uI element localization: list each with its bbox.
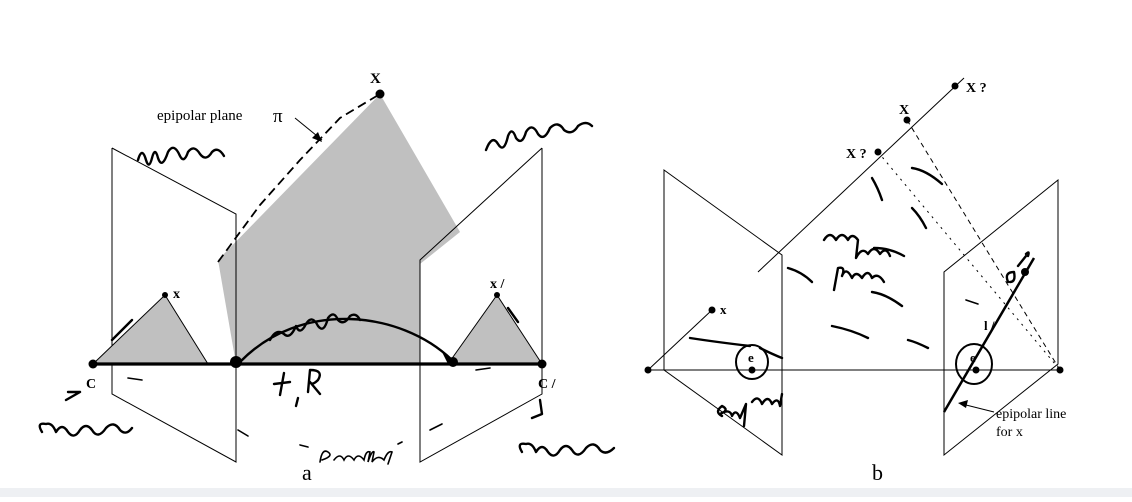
scribble-strokes-5 [872,246,906,258]
stroke-tick-a2 [237,429,249,437]
panel-a: X epipolar plane π x x / C C / a [38,71,616,485]
point-x-b [708,306,716,314]
scribble-left-frame [136,146,226,166]
circle-epipole-right [955,343,993,385]
caption-b: b [872,460,883,485]
label-x-mid-b: X ? [846,147,867,162]
right-triangle [447,294,543,365]
label-e-right-b: e [970,350,976,365]
epipolar-plane-shape [218,94,460,364]
bottom-bar [0,488,1132,497]
arc-epipoles [238,317,454,364]
epipole-right-b [972,366,980,374]
scribble-strokes-2 [910,166,944,186]
label-x-point-b: x [720,302,727,317]
label-for-x-b: for x [996,425,1023,440]
label-point-X: X [370,71,381,87]
dashed-Xq-b [877,151,1061,371]
label-x-right: x / [490,277,506,292]
caption-a: a [302,460,312,485]
camera-right-b [1056,366,1064,374]
epipolar-line-arrowhead [958,400,968,408]
scribble-epipolar-plane-2 [832,266,886,292]
point-X-dot [375,89,385,99]
stroke-right-ray [506,306,520,324]
scribble-strokes-7 [830,324,870,340]
label-epipolar-line-b: epipolar line [996,407,1066,422]
scribble-strokes-6 [870,290,904,308]
scribble-strokes-9 [758,346,784,360]
epipole-left-b [748,366,756,374]
label-x-left: x [173,287,180,302]
left-triangle [91,294,209,365]
handwriting-panel-a [38,121,616,465]
scribble-a-prime [1005,251,1030,284]
scribble-strokes-8 [688,336,752,348]
dashed-X-b [906,119,1061,371]
scribble-strokes-3 [910,206,928,230]
scribble-tR [272,368,322,408]
scribble-parallel [319,441,403,465]
label-x-top-b: X ? [966,81,987,96]
scribble-epipoles [268,313,362,342]
stroke-tick-a4 [475,367,491,371]
label-X-b: X [899,103,909,118]
label-l-prime-b: l / [984,318,995,333]
scribble-epipolar-plane-1 [822,233,892,260]
label-e-left-b: e [748,350,754,365]
label-camera-right: C / [538,377,557,392]
scribble-strokes-10 [906,338,930,350]
label-pi: π [273,106,283,127]
epipolar-line-arrow [961,403,995,413]
label-epipolar-plane: epipolar plane [157,108,243,124]
scribble-right-frame [484,121,594,152]
point-X-b [903,116,911,124]
ray-b [757,77,965,273]
label-camera-left: C [86,377,96,392]
epipole-left-dot [230,356,242,368]
scribble-strokes-1 [870,176,884,202]
x-right-dot [494,292,500,298]
camera-right-dot [537,359,547,369]
pi-arrowhead [312,132,322,142]
left-image-plane-b [663,169,783,456]
plane-dashed-edge [217,93,381,263]
scribble-camera-left [38,390,134,437]
point-Xq-mid [874,148,882,156]
stroke-tick-a3 [429,423,443,431]
right-image-plane-b [943,178,1059,457]
scribble-camera-right [518,398,616,457]
line-x-to-e [647,309,713,371]
scribble-tick-b [965,299,979,305]
epipolar-line-l-prime [942,257,1036,413]
scribble-strokes-4 [786,266,814,284]
stroke-left-ray [110,318,134,342]
scribble-epipole-label [716,392,784,428]
left-image-frame [111,147,237,463]
stroke-tick-a1 [299,444,309,448]
arc-arrowhead [442,352,455,364]
point-Xq-top [951,82,959,90]
circle-epipole-left [735,344,769,380]
camera-left-dot [88,359,98,369]
panel-b: X ? X X ? x e e l / epipolar line for x … [644,77,1066,485]
right-image-frame [419,147,543,463]
camera-left-b [644,366,652,374]
point-on-l-prime [1021,268,1029,276]
stroke-tick-a5 [127,377,143,381]
x-left-dot [162,292,168,298]
handwriting-panel-b [688,166,1030,428]
